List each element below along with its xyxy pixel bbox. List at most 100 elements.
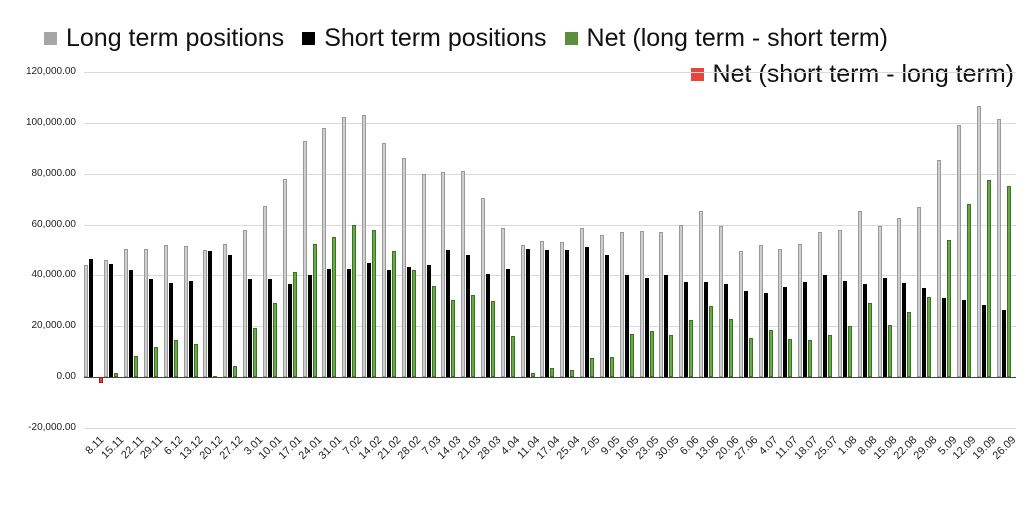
long-bar bbox=[580, 228, 585, 378]
long-bar bbox=[104, 260, 109, 378]
gridline bbox=[84, 326, 1016, 328]
long-bar bbox=[778, 248, 783, 378]
bar-group-23.05 bbox=[639, 72, 659, 378]
legend-item-net-long-short: Net (long term - short term) bbox=[564, 24, 888, 53]
bar-group-11.07 bbox=[778, 72, 798, 378]
bar-group-21.03 bbox=[461, 72, 481, 378]
bar-group-4.04 bbox=[500, 72, 520, 378]
long-bar bbox=[381, 143, 386, 378]
short-bar bbox=[803, 281, 808, 378]
short-bar bbox=[862, 284, 867, 378]
netls-bar bbox=[253, 327, 258, 378]
bar-group-20.12 bbox=[203, 72, 223, 378]
long-bar bbox=[461, 171, 466, 378]
short-bar bbox=[129, 270, 134, 378]
netls-bar bbox=[907, 312, 912, 378]
legend-swatch-net-short-long-icon bbox=[690, 68, 704, 81]
bar-group-27.12 bbox=[223, 72, 243, 378]
bar-group-27.06 bbox=[738, 72, 758, 378]
short-bar bbox=[248, 279, 253, 378]
netls-bar bbox=[788, 339, 793, 378]
bar-group-25.04 bbox=[560, 72, 580, 378]
bar-group-16.05 bbox=[619, 72, 639, 378]
bar-group-30.05 bbox=[659, 72, 679, 378]
short-bar bbox=[624, 275, 629, 378]
legend-label-long-term: Long term positions bbox=[66, 24, 285, 52]
y-tick-label: 80,000.00 bbox=[31, 167, 77, 179]
bar-group-22.08 bbox=[897, 72, 917, 378]
gridline bbox=[84, 72, 1016, 73]
x-tick-label: 2.05 bbox=[578, 434, 603, 458]
bar-group-4.07 bbox=[758, 72, 778, 378]
netsl-bar bbox=[99, 377, 104, 384]
long-bar bbox=[837, 229, 842, 378]
long-bar bbox=[540, 241, 545, 378]
netls-bar bbox=[709, 305, 714, 378]
bar-group-15.08 bbox=[877, 72, 897, 378]
short-bar bbox=[168, 283, 173, 378]
y-tick-label: -20,000.00 bbox=[28, 422, 76, 433]
bar-group-22.11 bbox=[124, 72, 144, 378]
y-tick-label: 20,000.00 bbox=[31, 320, 77, 332]
y-tick-label: 120,000.00 bbox=[25, 66, 76, 77]
long-bar bbox=[143, 248, 148, 378]
long-bar bbox=[877, 225, 882, 378]
netls-bar bbox=[887, 325, 892, 378]
legend-swatch-long-term-icon bbox=[44, 32, 57, 45]
netls-bar bbox=[451, 299, 456, 378]
short-bar bbox=[763, 293, 768, 378]
bar-group-3.01 bbox=[243, 72, 263, 378]
netls-bar bbox=[173, 340, 178, 378]
short-bar bbox=[287, 284, 292, 378]
short-bar bbox=[267, 279, 272, 378]
short-bar bbox=[89, 258, 94, 378]
long-bar bbox=[798, 243, 803, 378]
short-bar bbox=[466, 255, 471, 378]
netls-bar bbox=[114, 373, 119, 378]
legend-label-net-short-long: Net (short term - long term) bbox=[712, 60, 1014, 88]
y-tick-label: 40,000.00 bbox=[31, 269, 77, 281]
short-bar bbox=[109, 263, 114, 378]
chart-legend-row-2: Net (short term - long term) bbox=[690, 60, 1014, 89]
bar-group-25.07 bbox=[818, 72, 838, 378]
long-bar bbox=[401, 158, 406, 378]
legend-swatch-short-term-icon bbox=[302, 32, 316, 45]
short-bar bbox=[188, 280, 193, 378]
bar-group-28.02 bbox=[401, 72, 421, 378]
bar-group-21.02 bbox=[381, 72, 401, 378]
netls-bar bbox=[847, 326, 852, 378]
netls-bar bbox=[927, 297, 932, 378]
long-bar bbox=[84, 265, 89, 378]
long-bar bbox=[619, 232, 624, 378]
bar-group-15.11 bbox=[104, 72, 124, 378]
bar-group-29.08 bbox=[917, 72, 937, 378]
short-bar bbox=[842, 280, 847, 378]
long-bar bbox=[718, 225, 723, 378]
netls-bar bbox=[312, 243, 317, 378]
long-bar bbox=[599, 234, 604, 378]
netls-bar bbox=[828, 335, 833, 378]
long-bar bbox=[758, 244, 763, 378]
short-bar bbox=[327, 269, 332, 378]
bar-group-17.01 bbox=[282, 72, 302, 378]
legend-label-net-long-short: Net (long term - short term) bbox=[586, 24, 888, 52]
long-bar bbox=[917, 206, 922, 378]
netls-bar bbox=[153, 346, 158, 378]
netls-bar bbox=[947, 239, 952, 378]
long-bar bbox=[818, 232, 823, 378]
bar-group-14.03 bbox=[441, 72, 461, 378]
long-bar bbox=[520, 244, 525, 378]
y-tick-label: 0.00 bbox=[56, 371, 76, 383]
netls-bar bbox=[986, 180, 991, 378]
legend-item-long-term: Long term positions bbox=[44, 24, 284, 53]
short-bar bbox=[922, 288, 927, 378]
short-bar bbox=[486, 274, 490, 378]
long-bar bbox=[302, 140, 307, 378]
long-bar bbox=[857, 210, 862, 378]
long-bar bbox=[956, 125, 961, 378]
long-bar bbox=[738, 251, 743, 378]
netls-bar bbox=[193, 344, 198, 378]
gridline bbox=[84, 275, 1016, 277]
gridline bbox=[84, 224, 1016, 226]
